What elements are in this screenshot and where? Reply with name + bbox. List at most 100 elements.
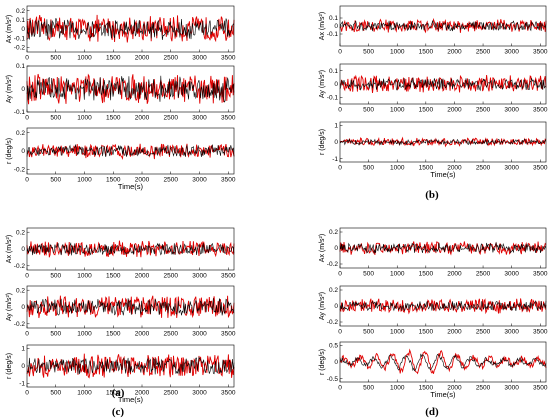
x-tick-label: 2500 — [476, 165, 491, 172]
x-tick-label: 2500 — [164, 115, 179, 122]
x-tick-label: 1500 — [106, 331, 121, 338]
y-axis-label: Ax (m/s²) — [319, 234, 326, 262]
series-line-black — [26, 356, 235, 375]
x-tick-label: 2500 — [164, 331, 179, 338]
x-tick-label: 2500 — [164, 273, 179, 280]
y-axis-label: Ay (m/s²) — [319, 70, 326, 98]
y-tick-label: 0 — [21, 363, 25, 370]
x-tick-label: 0 — [25, 273, 29, 280]
y-tick-label: -0.1 — [327, 95, 339, 102]
subplot-a-3: -0.2 0 0.2 0 500 1000 1500 2000 2500 3000 3500 r (d… — [6, 127, 236, 191]
x-tick-label: 500 — [363, 107, 374, 114]
x-tick-label: 3500 — [533, 385, 548, 392]
x-tick-label: 1500 — [106, 390, 121, 397]
subplot-d-1: -0.2 0 0.2 0 500 1000 1500 2000 2500 3000 3500 Ax (… — [319, 227, 548, 278]
x-tick-label: 2000 — [135, 177, 150, 184]
x-tick-label: 1500 — [106, 177, 121, 184]
series-line-red — [26, 143, 235, 160]
series-line-black — [339, 241, 547, 254]
y-axis-label: Ax (m/s²) — [319, 12, 326, 40]
x-tick-label: 1500 — [419, 107, 434, 114]
y-axis-label: r (deg/s) — [319, 349, 326, 375]
x-tick-label: 500 — [50, 55, 61, 62]
y-axis-label: Ay (m/s²) — [6, 293, 13, 321]
panel-label: (a) — [112, 387, 125, 399]
x-tick-label: 3000 — [192, 390, 207, 397]
y-tick-label: 0.2 — [16, 8, 25, 15]
y-tick-label: 0.2 — [16, 229, 25, 236]
x-tick-label: 3500 — [221, 177, 236, 184]
x-tick-label: 2000 — [135, 390, 150, 397]
x-tick-label: 2500 — [476, 329, 491, 336]
x-tick-label: 2000 — [447, 165, 462, 172]
x-tick-label: 0 — [338, 49, 342, 56]
y-tick-label: -0.5 — [327, 376, 339, 383]
series-line-black — [26, 143, 235, 158]
x-tick-label: 2000 — [135, 273, 150, 280]
series-line-black — [26, 298, 235, 316]
y-tick-label: 0 — [21, 148, 25, 155]
series-line-red — [339, 74, 547, 94]
series-line-red — [339, 136, 547, 148]
x-tick-label: 1500 — [106, 115, 121, 122]
y-tick-label: 0.5 — [329, 343, 338, 350]
y-tick-label: -0.2 — [14, 45, 26, 52]
x-tick-label: 0 — [338, 329, 342, 336]
y-tick-label: 0 — [21, 26, 25, 33]
x-tick-label: 1500 — [106, 273, 121, 280]
x-tick-label: 500 — [50, 273, 61, 280]
x-tick-label: 3000 — [192, 115, 207, 122]
x-tick-label: 0 — [25, 115, 29, 122]
x-tick-label: 0 — [25, 390, 29, 397]
subplot-c-1: -0.2 0 0.2 0 500 1000 1500 2000 2500 3000 3500 Ax (… — [6, 227, 236, 280]
x-tick-label: 3500 — [533, 107, 548, 114]
x-tick-label: 500 — [363, 329, 374, 336]
x-tick-label: 3000 — [504, 271, 519, 278]
series-line-black — [26, 75, 235, 103]
x-tick-label: 1500 — [419, 165, 434, 172]
series-line-red — [339, 298, 547, 315]
x-tick-label: 1500 — [106, 55, 121, 62]
x-tick-label: 3500 — [221, 273, 236, 280]
x-tick-label: 3000 — [504, 385, 519, 392]
subplot-b-2: -0.1 0 0.1 0 500 1000 1500 2000 2500 3000 3500 Ay (… — [319, 63, 548, 114]
x-tick-label: 3500 — [533, 271, 548, 278]
x-tick-label: 2000 — [135, 331, 150, 338]
x-tick-label: 3000 — [192, 55, 207, 62]
series-line-black — [339, 20, 547, 32]
y-tick-label: -1 — [332, 156, 338, 163]
series-line-red — [339, 17, 547, 34]
x-axis-label: Time(s) — [118, 395, 144, 404]
x-tick-label: 3500 — [221, 331, 236, 338]
series-line-red — [26, 353, 235, 379]
y-tick-label: 0 — [334, 81, 338, 88]
y-tick-label: -0.2 — [327, 319, 339, 326]
x-tick-label: 1000 — [77, 390, 92, 397]
y-tick-label: 0.2 — [329, 229, 338, 236]
y-tick-label: -0.2 — [14, 263, 26, 270]
x-axis-label: Time(s) — [430, 170, 456, 179]
y-tick-label: -0.1 — [14, 35, 26, 42]
x-tick-label: 2000 — [135, 115, 150, 122]
y-tick-label: 0 — [334, 303, 338, 310]
x-tick-label: 3500 — [533, 165, 548, 172]
x-tick-label: 3000 — [192, 331, 207, 338]
x-tick-label: 1000 — [390, 385, 405, 392]
x-tick-label: 3500 — [533, 49, 548, 56]
series-line-black — [339, 138, 547, 146]
x-tick-label: 500 — [363, 165, 374, 172]
y-tick-label: 0.1 — [16, 63, 25, 70]
y-tick-label: 1 — [334, 123, 338, 130]
y-tick-label: -0.2 — [14, 167, 26, 174]
subplot-c-2: -0.2 0 0.2 0 500 1000 1500 2000 2500 3000 3500 Ay (… — [6, 285, 236, 338]
y-axis-label: r (deg/s) — [319, 129, 326, 155]
x-tick-label: 1000 — [390, 107, 405, 114]
x-tick-label: 3000 — [192, 273, 207, 280]
y-axis-label: r (deg/s) — [6, 138, 13, 164]
x-tick-label: 1000 — [390, 329, 405, 336]
y-tick-label: -0.2 — [327, 261, 339, 268]
x-tick-label: 2000 — [447, 107, 462, 114]
